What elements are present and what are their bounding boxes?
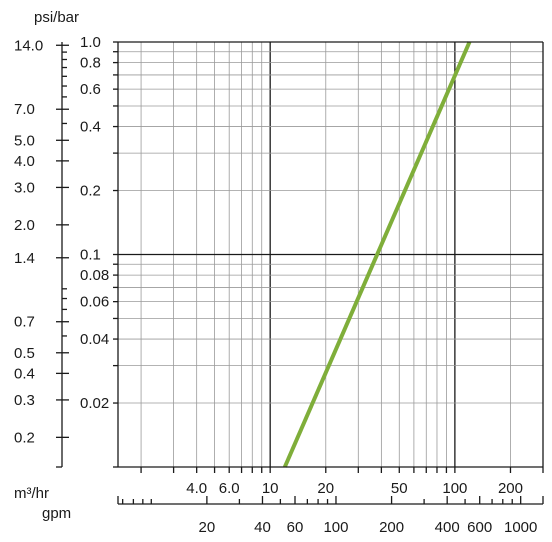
m3hr-tick-label: 100 <box>442 480 467 497</box>
bar-tick-label: 0.4 <box>80 119 101 136</box>
psi-bar-axis-title: psi/bar <box>34 9 79 26</box>
psi-tick-label: 0.3 <box>14 392 35 409</box>
psi-tick-label: 7.0 <box>14 101 35 118</box>
bar-tick-label: 0.08 <box>80 267 109 284</box>
m3hr-tick-label: 6.0 <box>219 480 240 497</box>
psi-tick-label: 2.0 <box>14 217 35 234</box>
bar-tick-label: 0.02 <box>80 395 109 412</box>
gpm-tick-label: 600 <box>467 519 492 536</box>
gpm-tick-label: 40 <box>254 519 271 536</box>
psi-tick-label: 0.7 <box>14 314 35 331</box>
gpm-tick-label: 60 <box>287 519 304 536</box>
psi-tick-label: 0.2 <box>14 429 35 446</box>
m3hr-tick-label: 50 <box>391 480 408 497</box>
gpm-tick-label: 100 <box>323 519 348 536</box>
bar-tick-label: 0.6 <box>80 81 101 98</box>
gpm-tick-label: 400 <box>435 519 460 536</box>
gpm-tick-label: 1000 <box>504 519 537 536</box>
chart-axes <box>56 41 544 505</box>
series-layer <box>282 41 472 468</box>
chart-labels: 1.0 0.8 0.6 0.4 0.2 0.1 0.08 0.06 0.04 0.02 14.0 7.… <box>14 9 537 536</box>
bar-tick-label: 1.0 <box>80 34 101 51</box>
m3hr-tick-label: 200 <box>498 480 523 497</box>
psi-tick-label: 0.4 <box>14 365 35 382</box>
psi-tick-label: 14.0 <box>14 37 43 54</box>
m3hr-tick-label: 4.0 <box>186 480 207 497</box>
gpm-tick-label: 200 <box>379 519 404 536</box>
bar-tick-label: 0.2 <box>80 183 101 200</box>
psi-tick-label: 4.0 <box>14 153 35 170</box>
psi-tick-label: 1.4 <box>14 250 35 267</box>
gpm-axis-title: gpm <box>42 505 71 522</box>
bar-tick-label: 0.04 <box>80 331 109 348</box>
m3hr-tick-label: 10 <box>262 480 279 497</box>
psi-tick-label: 0.5 <box>14 345 35 362</box>
psi-tick-label: 5.0 <box>14 132 35 149</box>
bar-tick-label: 0.8 <box>80 55 101 72</box>
psi-tick-label: 3.0 <box>14 179 35 196</box>
bar-tick-label: 0.1 <box>80 247 101 264</box>
m3hr-tick-label: 20 <box>317 480 334 497</box>
m3hr-axis-title: m³/hr <box>14 485 49 502</box>
chart-grid <box>118 42 544 467</box>
series-line <box>282 41 472 468</box>
gpm-tick-label: 20 <box>199 519 216 536</box>
bar-tick-label: 0.06 <box>80 294 109 311</box>
